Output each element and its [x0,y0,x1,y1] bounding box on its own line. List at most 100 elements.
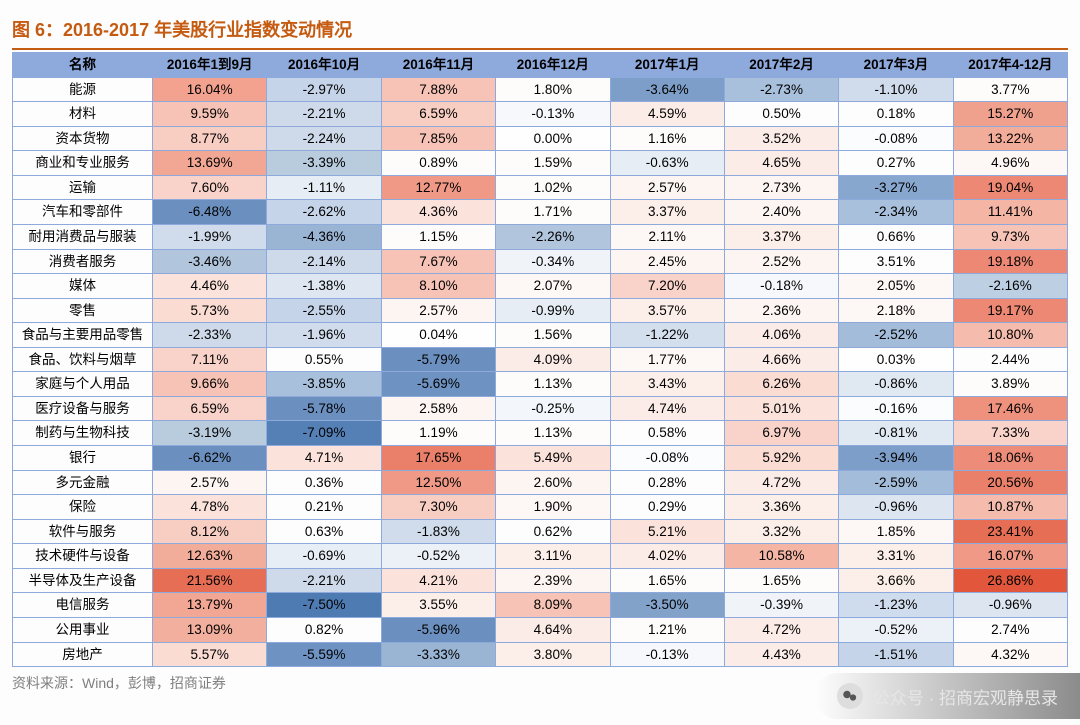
cell-value: 7.88% [381,77,495,102]
table-row: 制药与生物科技-3.19%-7.09%1.19%1.13%0.58%6.97%-… [13,421,1068,446]
cell-value: -0.86% [839,372,953,397]
cell-value: -5.59% [267,642,381,667]
row-name: 商业和专业服务 [13,151,153,176]
cell-value: 4.64% [496,617,610,642]
cell-value: 0.63% [267,519,381,544]
cell-value: 4.02% [610,544,724,569]
row-name: 保险 [13,495,153,520]
cell-value: -0.52% [839,617,953,642]
table-row: 耐用消费品与服装-1.99%-4.36%1.15%-2.26%2.11%3.37… [13,224,1068,249]
table-row: 多元金融2.57%0.36%12.50%2.60%0.28%4.72%-2.59… [13,470,1068,495]
cell-value: -2.34% [839,200,953,225]
cell-value: 10.87% [953,495,1067,520]
cell-value: -0.18% [724,274,838,299]
table-row: 能源16.04%-2.97%7.88%1.80%-3.64%-2.73%-1.1… [13,77,1068,102]
row-name: 医疗设备与服务 [13,396,153,421]
table-row: 零售5.73%-2.55%2.57%-0.99%3.57%2.36%2.18%1… [13,298,1068,323]
row-name: 消费者服务 [13,249,153,274]
cell-value: 19.18% [953,249,1067,274]
cell-value: 4.96% [953,151,1067,176]
cell-value: -0.63% [610,151,724,176]
row-name: 软件与服务 [13,519,153,544]
row-name: 银行 [13,446,153,471]
row-name: 家庭与个人用品 [13,372,153,397]
cell-value: 1.59% [496,151,610,176]
cell-value: 8.12% [153,519,267,544]
table-row: 技术硬件与设备12.63%-0.69%-0.52%3.11%4.02%10.58… [13,544,1068,569]
cell-value: 8.10% [381,274,495,299]
cell-value: 1.19% [381,421,495,446]
cell-value: 3.57% [610,298,724,323]
table-row: 医疗设备与服务6.59%-5.78%2.58%-0.25%4.74%5.01%-… [13,396,1068,421]
cell-value: 4.46% [153,274,267,299]
cell-value: 5.21% [610,519,724,544]
cell-value: -1.38% [267,274,381,299]
cell-value: 0.66% [839,224,953,249]
col-header-period: 2017年2月 [724,53,838,78]
cell-value: -2.62% [267,200,381,225]
row-name: 资本货物 [13,126,153,151]
cell-value: -1.11% [267,175,381,200]
cell-value: 13.09% [153,617,267,642]
cell-value: 3.31% [839,544,953,569]
cell-value: 5.49% [496,446,610,471]
row-name: 运输 [13,175,153,200]
cell-value: 3.11% [496,544,610,569]
cell-value: 0.50% [724,102,838,127]
cell-value: -0.34% [496,249,610,274]
cell-value: 12.77% [381,175,495,200]
cell-value: 3.36% [724,495,838,520]
table-row: 运输7.60%-1.11%12.77%1.02%2.57%2.73%-3.27%… [13,175,1068,200]
cell-value: 9.66% [153,372,267,397]
col-header-period: 2017年3月 [839,53,953,78]
table-row: 媒体4.46%-1.38%8.10%2.07%7.20%-0.18%2.05%-… [13,274,1068,299]
cell-value: 7.67% [381,249,495,274]
row-name: 制药与生物科技 [13,421,153,446]
wechat-footer: 公众号 · 招商宏观静思录 [815,673,1080,719]
cell-value: 5.92% [724,446,838,471]
cell-value: 1.85% [839,519,953,544]
cell-value: 13.79% [153,593,267,618]
cell-value: 19.04% [953,175,1067,200]
cell-value: 5.01% [724,396,838,421]
cell-value: 2.74% [953,617,1067,642]
col-header-name: 名称 [13,53,153,78]
cell-value: 4.21% [381,568,495,593]
cell-value: 12.50% [381,470,495,495]
cell-value: 10.80% [953,323,1067,348]
row-name: 耐用消费品与服装 [13,224,153,249]
cell-value: -2.52% [839,323,953,348]
cell-value: 2.11% [610,224,724,249]
cell-value: -5.96% [381,617,495,642]
cell-value: 8.09% [496,593,610,618]
table-row: 保险4.78%0.21%7.30%1.90%0.29%3.36%-0.96%10… [13,495,1068,520]
row-name: 房地产 [13,642,153,667]
cell-value: 2.57% [381,298,495,323]
row-name: 多元金融 [13,470,153,495]
cell-value: -2.73% [724,77,838,102]
cell-value: 4.78% [153,495,267,520]
cell-value: 2.39% [496,568,610,593]
cell-value: 6.59% [381,102,495,127]
cell-value: 3.77% [953,77,1067,102]
cell-value: 3.55% [381,593,495,618]
cell-value: -0.96% [839,495,953,520]
cell-value: 1.77% [610,347,724,372]
cell-value: -6.48% [153,200,267,225]
cell-value: 6.26% [724,372,838,397]
col-header-period: 2016年11月 [381,53,495,78]
cell-value: -2.97% [267,77,381,102]
table-row: 家庭与个人用品9.66%-3.85%-5.69%1.13%3.43%6.26%-… [13,372,1068,397]
cell-value: 2.57% [153,470,267,495]
cell-value: 2.36% [724,298,838,323]
cell-value: 0.89% [381,151,495,176]
cell-value: -6.62% [153,446,267,471]
cell-value: -1.22% [610,323,724,348]
cell-value: 20.56% [953,470,1067,495]
cell-value: 7.33% [953,421,1067,446]
cell-value: 0.18% [839,102,953,127]
cell-value: 17.46% [953,396,1067,421]
cell-value: -1.51% [839,642,953,667]
cell-value: 7.30% [381,495,495,520]
cell-value: -2.55% [267,298,381,323]
